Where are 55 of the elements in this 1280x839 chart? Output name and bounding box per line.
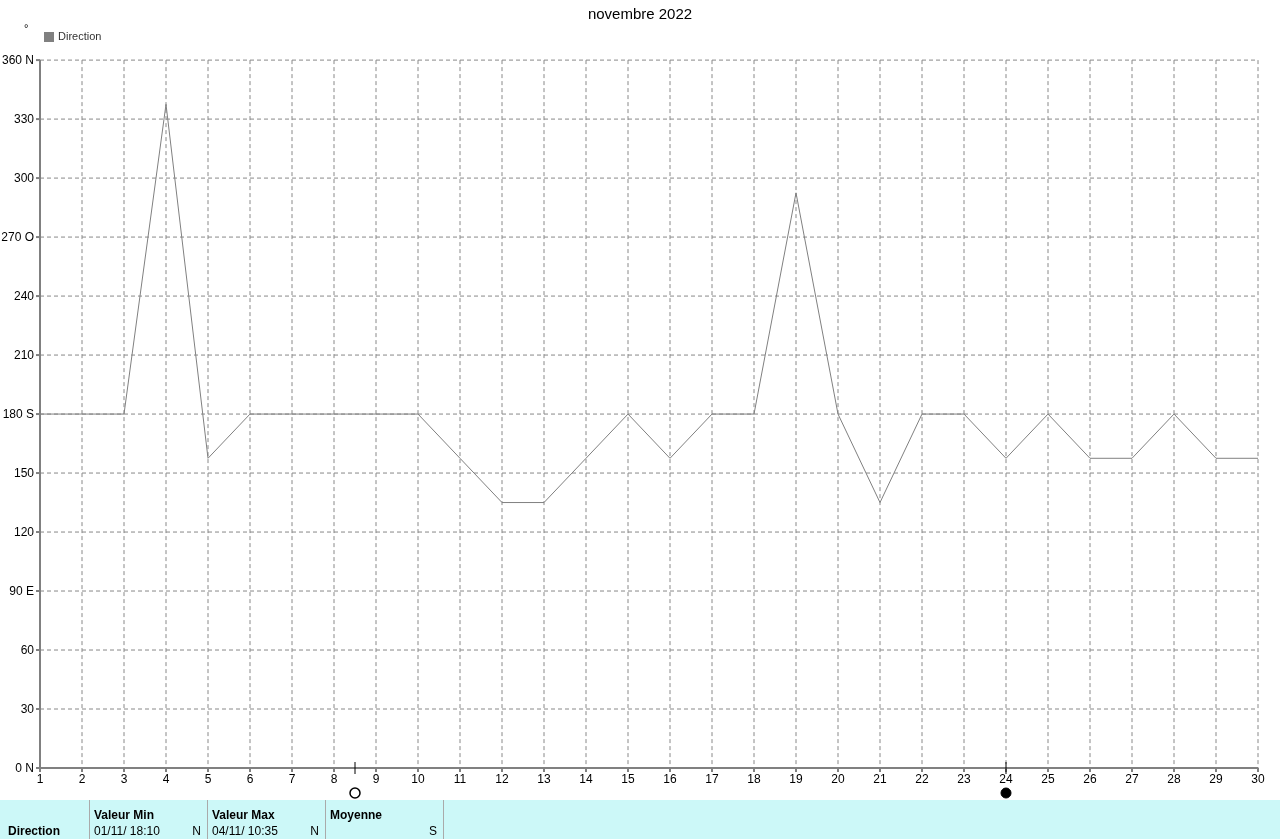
x-tick-label: 3 [120,771,128,786]
text: 04/11/ 10:35 [212,824,278,838]
x-tick-label: 10 [411,771,425,786]
x-tick-label: 4 [162,771,170,786]
y-tick-label: 300 [13,171,35,186]
x-tick-label: 21 [873,771,887,786]
chart-title: novembre 2022 [586,5,694,22]
y-tick-label: 330 [13,112,35,127]
x-tick-label: 24 [999,771,1013,786]
text: Direction [8,824,61,838]
x-tick-label: 16 [663,771,677,786]
x-tick-label: 30 [1251,771,1265,786]
y-tick-label: 210 [13,348,35,363]
legend-label: Direction [58,30,102,42]
y-tick-label: 120 [13,525,35,540]
x-tick-label: 19 [789,771,803,786]
x-tick-label: 20 [831,771,845,786]
x-tick-label: 15 [621,771,635,786]
y-tick-label: 60 [20,643,35,658]
y-tick-label: 240 [13,289,35,304]
text: 01/11/ 18:10 [94,824,160,838]
y-tick-label: 360 N [1,53,34,68]
y-tick-label: 180 S [2,407,34,422]
text: N [310,824,319,838]
x-tick-label: 27 [1125,771,1139,786]
x-tick-label: 6 [246,771,254,786]
y-tick-label: 30 [20,702,35,717]
x-tick-label: 12 [495,771,509,786]
x-tick-label: 14 [579,771,593,786]
x-tick-label: 8 [330,771,338,786]
y-tick-label: 150 [13,466,35,481]
x-tick-label: 25 [1041,771,1055,786]
y-tick-label: 270 O [1,230,34,245]
x-tick-label: 7 [288,771,296,786]
y-axis-title: ° [24,22,29,34]
text: N [192,824,201,838]
x-tick-label: 23 [957,771,971,786]
text: Moyenne [330,808,383,822]
x-tick-label: 1 [36,771,44,786]
x-tick-label: 29 [1209,771,1223,786]
text: Valeur Min [94,808,155,822]
x-tick-label: 5 [204,771,212,786]
y-tick-label: 90 E [9,584,34,599]
x-tick-label: 22 [915,771,929,786]
x-tick-label: 28 [1167,771,1181,786]
x-tick-label: 9 [372,771,380,786]
x-tick-label: 13 [537,771,551,786]
x-tick-label: 17 [705,771,719,786]
x-tick-label: 2 [78,771,86,786]
x-tick-label: 18 [747,771,761,786]
text: Valeur Max [212,808,275,822]
x-tick-label: 26 [1083,771,1097,786]
x-tick-label: 11 [453,771,467,786]
text: S [428,824,437,838]
y-tick-label: 0 N [15,761,34,776]
